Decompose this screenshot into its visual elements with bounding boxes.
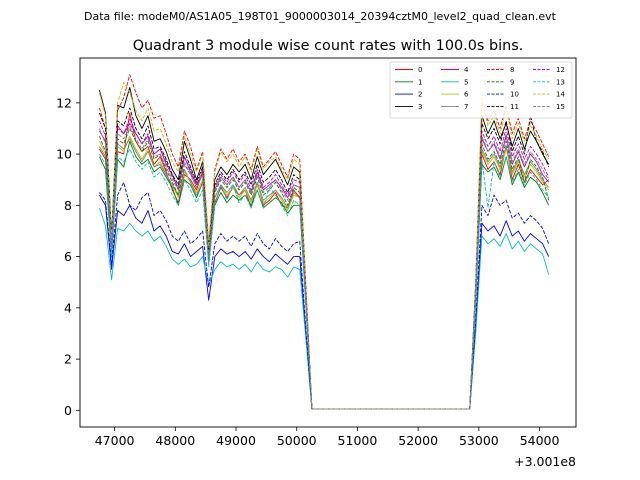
x-tick-label: 51000 (338, 433, 378, 448)
y-tick-label: 4 (64, 300, 72, 315)
y-tick-label: 6 (64, 249, 72, 264)
legend-label-5: 5 (464, 78, 468, 86)
y-tick-label: 0 (64, 403, 72, 418)
x-tick-label: 53000 (459, 433, 499, 448)
x-tick-label: 49000 (216, 433, 256, 448)
legend-label-14: 14 (556, 91, 565, 99)
legend-label-12: 12 (556, 66, 565, 74)
legend-label-10: 10 (510, 91, 519, 99)
x-offset-label: +3.001e8 (514, 454, 576, 469)
x-tick-label: 50000 (277, 433, 317, 448)
x-tick-label: 54000 (520, 433, 560, 448)
legend-label-4: 4 (464, 66, 469, 74)
legend-frame (389, 61, 573, 119)
x-axis: 47000 48000 49000 50000 51000 52000 53000 54000 (95, 427, 560, 448)
legend-label-6: 6 (464, 91, 469, 99)
legend-label-7: 7 (464, 103, 468, 111)
legend-label-9: 9 (510, 78, 514, 86)
legend-label-3: 3 (418, 103, 422, 111)
plot-frame (79, 57, 577, 428)
x-tick-label: 52000 (398, 433, 438, 448)
y-tick-label: 8 (64, 198, 72, 213)
y-tick-label: 2 (64, 352, 72, 367)
y-axis: 0 2 4 6 8 10 12 (56, 95, 80, 418)
figure-suptitle: Data file: modeM0/AS1A05_198T01_90000030… (84, 10, 557, 23)
legend-label-0: 0 (418, 66, 422, 74)
legend-label-8: 8 (510, 66, 514, 74)
y-tick-label: 12 (56, 95, 72, 110)
legend-label-2: 2 (418, 91, 422, 99)
chart-title: Quadrant 3 module wise count rates with … (133, 38, 524, 54)
x-tick-label: 47000 (95, 433, 135, 448)
legend-label-11: 11 (510, 103, 519, 111)
series-line-15 (99, 125, 550, 410)
legend-label-15: 15 (556, 103, 565, 111)
x-tick-label: 48000 (155, 433, 195, 448)
legend-label-1: 1 (418, 78, 422, 86)
series-line-14 (98, 81, 550, 410)
series-layer (98, 74, 550, 410)
legend-label-13: 13 (556, 78, 565, 86)
y-tick-label: 10 (56, 147, 72, 162)
